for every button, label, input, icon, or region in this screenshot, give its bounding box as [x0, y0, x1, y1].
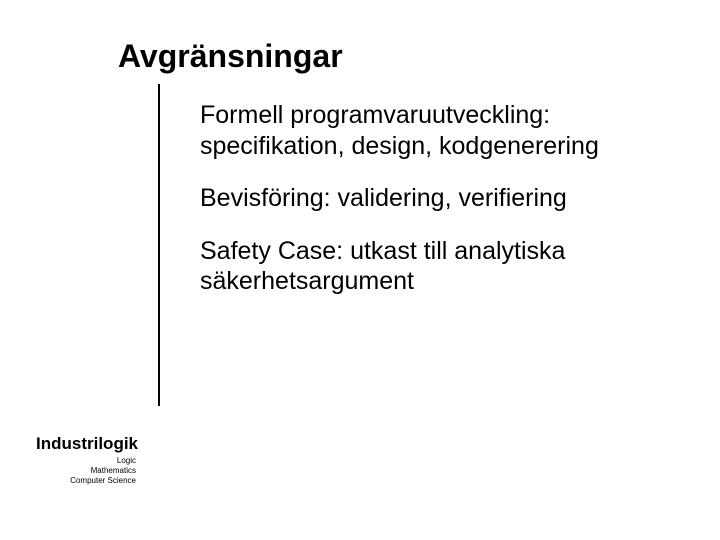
body-text: Formell programvaruutveckling: specifika… [200, 100, 690, 319]
footer-subline: Logic [36, 456, 166, 466]
footer: Industrilogik Logic Mathematics Computer… [36, 434, 166, 486]
footer-brand: Industrilogik [36, 434, 166, 454]
bullet-item: Formell programvaruutveckling: specifika… [200, 100, 690, 161]
bullet-item: Bevisföring: validering, verifiering [200, 183, 690, 214]
footer-subline: Mathematics [36, 466, 166, 476]
footer-subline: Computer Science [36, 476, 166, 486]
vertical-divider [158, 84, 160, 406]
bullet-item: Safety Case: utkast till analytiska säke… [200, 236, 690, 297]
footer-sublines: Logic Mathematics Computer Science [36, 456, 166, 486]
slide: Avgränsningar Formell programvaruutveckl… [0, 0, 720, 540]
slide-title: Avgränsningar [118, 38, 343, 75]
